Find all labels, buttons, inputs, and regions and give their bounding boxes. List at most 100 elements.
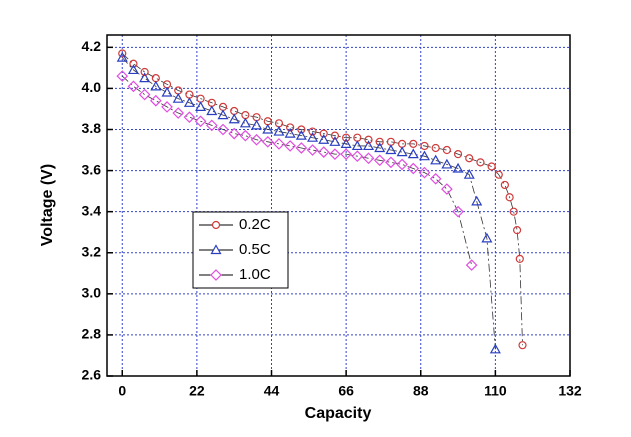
marker: [518, 341, 527, 350]
marker: [452, 162, 464, 173]
marker: [308, 127, 317, 136]
marker: [362, 140, 375, 151]
marker: [241, 111, 250, 120]
marker: [239, 129, 252, 142]
legend-marker: [211, 220, 221, 230]
y-tick-label: 2.8: [82, 326, 102, 342]
legend-label: 0.2C: [239, 216, 271, 233]
x-tick-label: 88: [413, 383, 429, 399]
marker: [318, 134, 330, 144]
marker: [430, 154, 442, 165]
marker: [274, 119, 284, 128]
x-tick-label: 66: [338, 383, 354, 399]
marker: [185, 90, 194, 99]
marker: [297, 125, 306, 134]
marker: [273, 138, 285, 150]
marker: [319, 129, 328, 138]
marker: [351, 140, 363, 151]
marker: [172, 107, 185, 119]
marker: [441, 183, 453, 195]
legend-marker: [210, 244, 222, 255]
y-tick-label: 3.0: [82, 285, 102, 301]
marker: [127, 64, 139, 75]
marker: [183, 97, 195, 107]
marker: [116, 51, 128, 62]
marker: [228, 127, 241, 140]
marker: [127, 80, 140, 93]
x-axis-label: Capacity: [305, 405, 372, 422]
marker: [374, 142, 386, 153]
marker: [273, 125, 285, 136]
marker: [295, 142, 308, 154]
marker: [194, 115, 207, 128]
marker: [138, 88, 151, 101]
y-tick-label: 3.8: [82, 120, 102, 136]
legend-label: 1.0C: [239, 266, 271, 283]
marker: [489, 343, 501, 354]
marker: [512, 226, 522, 235]
marker: [340, 148, 352, 160]
marker: [420, 141, 429, 151]
marker: [418, 166, 431, 179]
marker: [140, 67, 149, 77]
marker: [452, 205, 464, 218]
marker: [476, 158, 485, 167]
marker: [396, 146, 408, 157]
marker: [284, 127, 296, 138]
marker: [375, 137, 384, 146]
series-line: [121, 57, 496, 350]
marker: [150, 80, 162, 91]
series-line: [121, 53, 523, 346]
marker: [116, 70, 129, 82]
marker: [217, 109, 229, 120]
marker: [463, 168, 475, 179]
marker: [206, 105, 218, 116]
y-tick-label: 2.6: [82, 367, 102, 383]
legend-marker: [210, 269, 222, 281]
marker: [429, 172, 442, 185]
marker: [340, 138, 352, 148]
marker: [239, 117, 251, 128]
marker: [465, 259, 478, 271]
marker: [481, 232, 493, 243]
y-tick-label: 3.6: [82, 161, 102, 177]
x-tick-label: 132: [558, 383, 582, 399]
marker: [441, 158, 453, 169]
marker: [251, 119, 263, 130]
marker: [161, 101, 173, 113]
marker: [129, 59, 138, 68]
marker: [183, 111, 196, 124]
marker: [442, 145, 451, 155]
marker: [228, 113, 240, 124]
marker: [261, 135, 274, 148]
marker: [500, 180, 509, 190]
x-tick-label: 22: [189, 383, 205, 399]
marker: [262, 123, 274, 134]
marker: [172, 92, 184, 103]
marker: [407, 148, 419, 159]
y-tick-label: 3.4: [82, 202, 102, 218]
marker: [373, 154, 386, 167]
marker: [149, 94, 162, 107]
marker: [505, 193, 514, 202]
marker: [453, 150, 463, 159]
marker: [351, 150, 364, 163]
marker: [284, 140, 297, 152]
marker: [515, 254, 524, 264]
x-tick-label: 44: [264, 383, 280, 399]
marker: [385, 144, 397, 155]
marker: [306, 144, 319, 156]
marker: [139, 72, 151, 83]
marker: [364, 135, 373, 144]
marker: [118, 49, 127, 58]
marker: [386, 137, 396, 146]
marker: [407, 162, 420, 175]
marker: [396, 158, 408, 171]
marker: [161, 86, 173, 97]
marker: [217, 123, 229, 136]
marker: [385, 156, 397, 169]
marker: [342, 133, 351, 142]
plot-frame: [106, 34, 571, 377]
marker: [487, 162, 496, 171]
